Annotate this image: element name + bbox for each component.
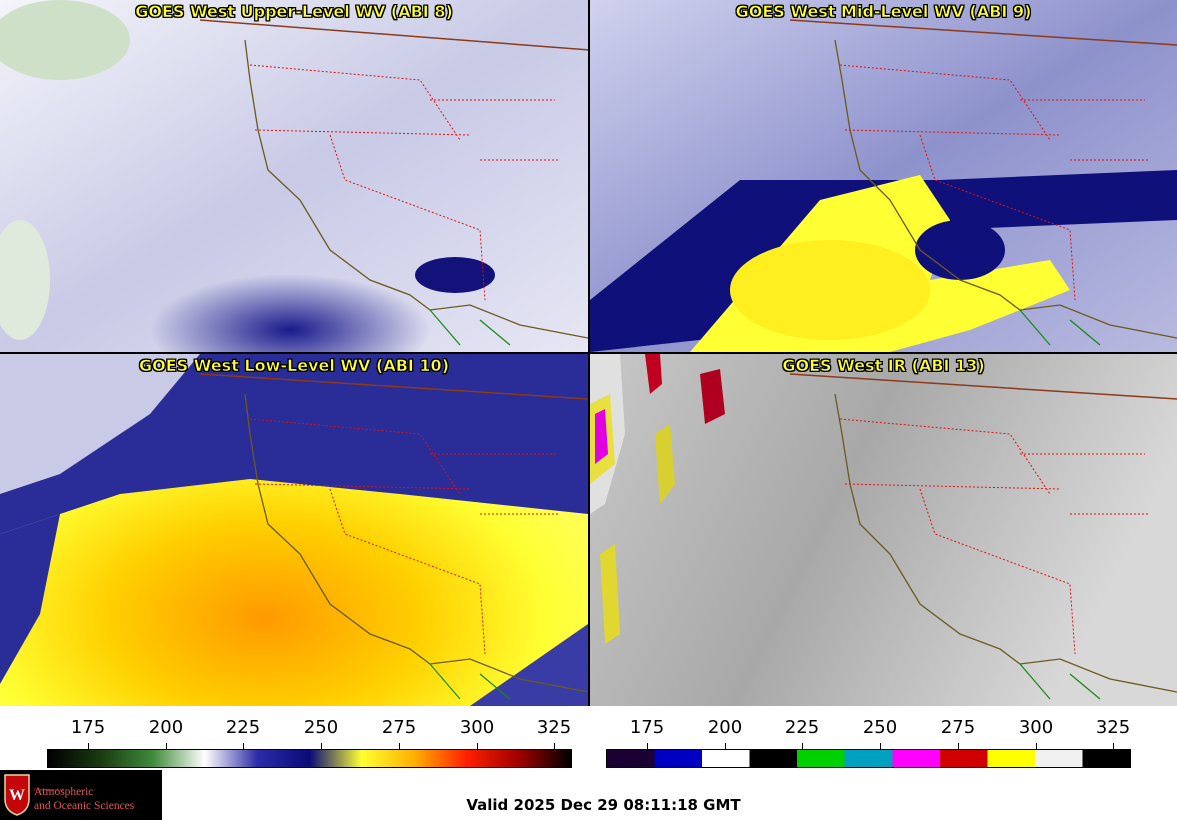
- wv-tick-label: 325: [536, 717, 572, 738]
- wv-colorbar: [47, 749, 572, 768]
- ir-colorbar: [606, 749, 1131, 768]
- low-wv-image: [0, 354, 588, 706]
- mid-wv-image: [590, 0, 1177, 352]
- ir-tick-label: 200: [707, 717, 743, 738]
- wv-tick-label: 175: [70, 717, 106, 738]
- ir-tick-label: 300: [1018, 717, 1054, 738]
- wv-tick-label: 200: [148, 717, 184, 738]
- logo-dept: Department of: [34, 787, 64, 792]
- logo-line1: Atmospheric: [34, 786, 94, 798]
- ir-tick-label: 175: [629, 717, 665, 738]
- ir-colorbar-ticks: 175 200 225 250 275 300 325: [606, 717, 1131, 741]
- uw-aos-logo: W Department of Atmospheric and Oceanic …: [0, 770, 162, 820]
- ir-tick-label: 325: [1095, 717, 1131, 738]
- wv-colorbar-ticks: 175 200 225 250 275 300 325: [47, 717, 572, 741]
- logo-line2: and Oceanic Sciences: [34, 800, 135, 812]
- ir-tick-label: 225: [784, 717, 820, 738]
- wv-tick-label: 275: [381, 717, 417, 738]
- panel-upper-wv: GOES West Upper-Level WV (ABI 8): [0, 0, 588, 352]
- ir-tick-label: 250: [862, 717, 898, 738]
- panel-title: GOES West IR (ABI 13): [782, 356, 985, 376]
- upper-wv-image: [0, 0, 588, 352]
- ir-tick-label: 275: [940, 717, 976, 738]
- panel-title: GOES West Upper-Level WV (ABI 8): [135, 2, 453, 22]
- ir-image: [590, 354, 1177, 706]
- wv-tick-label: 225: [225, 717, 261, 738]
- panel-divider-horizontal: [0, 352, 1177, 354]
- valid-time: Valid 2025 Dec 29 08:11:18 GMT: [466, 796, 741, 814]
- panel-title: GOES West Low-Level WV (ABI 10): [138, 356, 450, 376]
- uw-crest-icon: W: [4, 774, 30, 816]
- panel-title: GOES West Mid-Level WV (ABI 9): [735, 2, 1032, 22]
- wv-tickmarks: [47, 743, 572, 749]
- svg-text:W: W: [9, 787, 25, 804]
- wv-tick-label: 250: [303, 717, 339, 738]
- wv-tick-label: 300: [459, 717, 495, 738]
- panel-ir: GOES West IR (ABI 13): [590, 354, 1177, 706]
- panel-mid-wv: GOES West Mid-Level WV (ABI 9): [590, 0, 1177, 352]
- panel-low-wv: GOES West Low-Level WV (ABI 10): [0, 354, 588, 706]
- ir-tickmarks: [606, 743, 1131, 749]
